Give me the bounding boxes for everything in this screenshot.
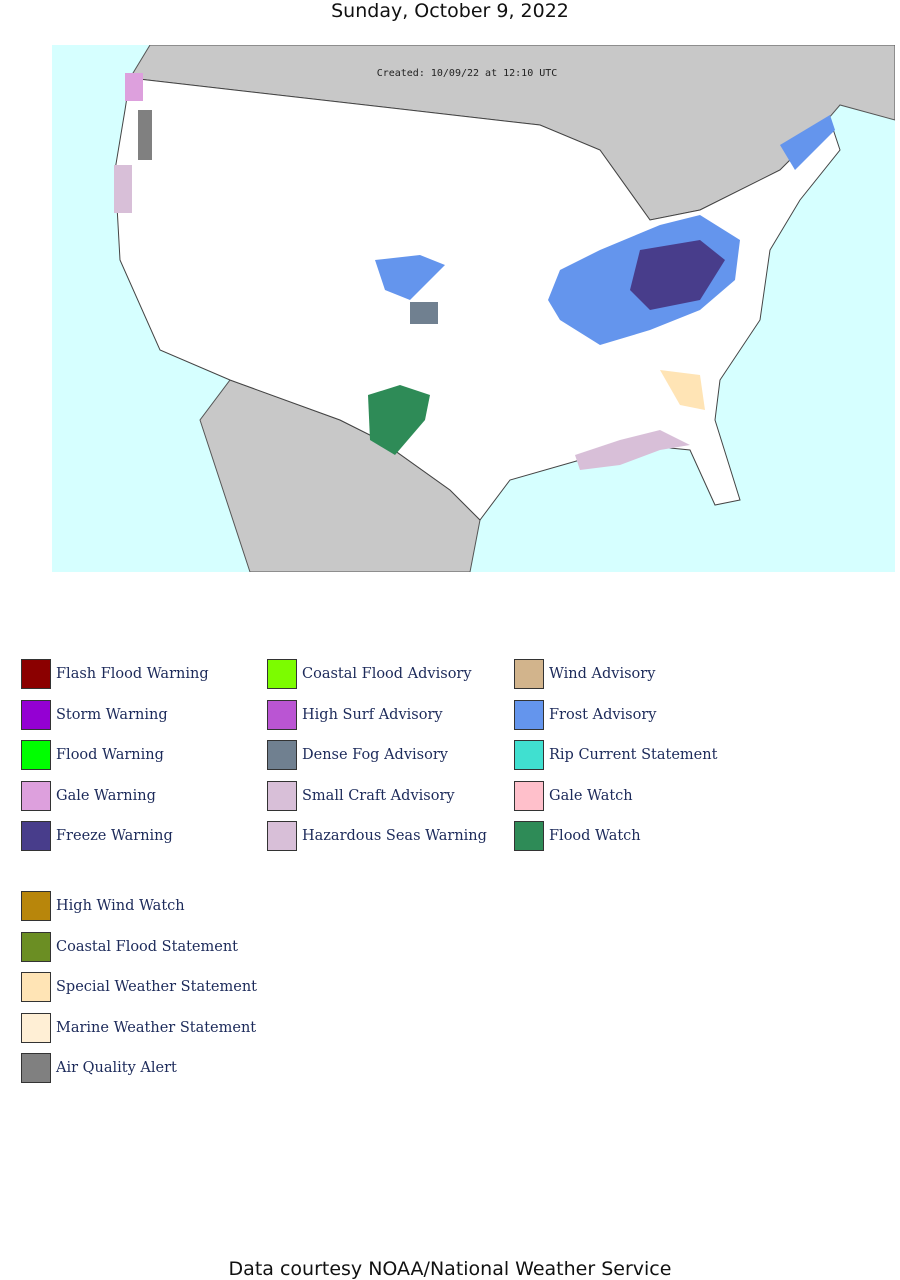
legend-swatch [514,780,544,811]
legend-label: Gale Watch [549,787,633,804]
small-craft-gulf [575,430,690,470]
legend-item: Gale Watch [514,780,633,811]
legend-item: Hazardous Seas Warning [267,821,487,851]
legend-label: Hazardous Seas Warning [302,828,487,844]
weather-map: Created: 10/09/22 at 12:10 UTC [52,45,895,572]
legend-swatch [514,659,544,689]
legend-label: Marine Weather Statement [56,1019,257,1036]
legend-swatch [21,821,51,851]
legend-item: Gale Warning [21,780,156,811]
legend-swatch [21,699,51,730]
legend-swatch [21,1053,51,1083]
legend-item: Air Quality Alert [21,1053,177,1083]
legend-label: Rip Current Statement [549,747,718,763]
legend-item: Frost Advisory [514,699,657,730]
freeze-area [630,240,725,310]
legend-swatch [267,659,297,689]
legend-label: Small Craft Advisory [302,787,455,804]
legend-item: Marine Weather Statement [21,1012,257,1043]
special-statement-area [660,370,705,410]
legend-swatch [21,972,51,1002]
legend-item: Freeze Warning [21,821,173,851]
legend-label: Flash Flood Warning [56,666,209,682]
footer: Data courtesy NOAA/National Weather Serv… [228,1258,672,1280]
legend-label: Air Quality Alert [56,1060,177,1076]
legend-label: Flood Warning [56,747,164,763]
legend-item: High Wind Watch [21,891,185,921]
legend-item: Wind Advisory [514,659,655,689]
frost-area-ne [780,115,835,170]
legend-label: Coastal Flood Statement [56,938,238,955]
legend-swatch [267,740,297,770]
legend-item: Flood Watch [514,821,641,851]
legend-label: High Wind Watch [56,898,185,914]
legend-item: Coastal Flood Statement [21,931,238,962]
legend-swatch [21,659,51,689]
legend-swatch [267,821,297,851]
legend-swatch [514,821,544,851]
united-states [114,77,841,521]
fog-area [410,302,438,324]
legend-item: Special Weather Statement [21,972,257,1002]
legend-item: Storm Warning [21,699,168,730]
legend-label: Coastal Flood Advisory [302,666,472,682]
legend-item: Small Craft Advisory [267,780,455,811]
legend-item: High Surf Advisory [267,699,443,730]
legend-swatch [514,699,544,730]
date-title: Sunday, October 9, 2022 [331,0,569,22]
legend-label: Storm Warning [56,706,168,723]
air-quality-area [138,110,152,160]
gale-area [125,73,143,101]
legend-label: High Surf Advisory [302,706,443,723]
legend-swatch [514,740,544,770]
legend-swatch [21,780,51,811]
legend-swatch [21,740,51,770]
legend-item: Coastal Flood Advisory [267,659,472,689]
legend-item: Rip Current Statement [514,740,717,770]
legend-label: Freeze Warning [56,828,173,844]
map-caption: Created: 10/09/22 at 12:10 UTC [377,68,558,79]
small-craft-area [114,165,132,213]
legend-item: Flood Warning [21,740,164,770]
legend-label: Flood Watch [549,828,641,844]
legend-label: Gale Warning [56,787,156,804]
legend-swatch [21,931,51,962]
legend-swatch [21,891,51,921]
flood-watch-area [368,385,430,455]
legend-label: Special Weather Statement [56,979,257,995]
legend-label: Wind Advisory [549,666,656,682]
legend-label: Dense Fog Advisory [302,747,448,763]
legend-label: Frost Advisory [549,706,657,723]
legend-swatch [267,699,297,730]
frost-area-west [375,255,445,300]
legend-item: Flash Flood Warning [21,659,209,689]
legend-swatch [21,1012,51,1043]
legend-swatch [267,780,297,811]
legend-item: Dense Fog Advisory [267,740,448,770]
